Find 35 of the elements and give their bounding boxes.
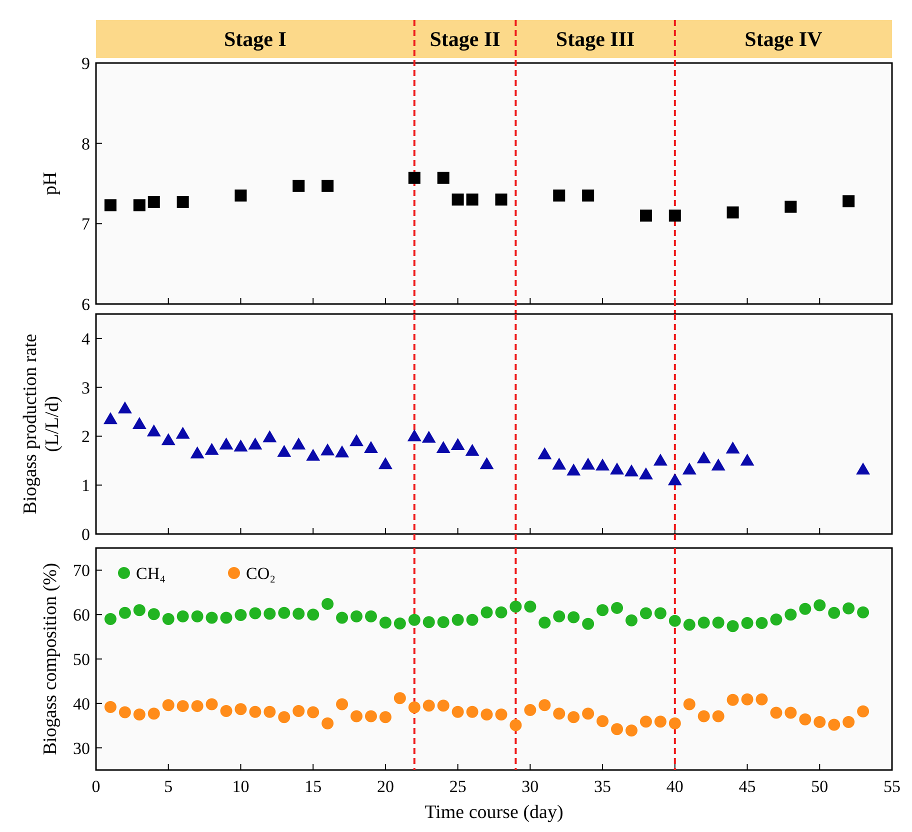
legend-label: CO₂ [246,564,276,583]
y-tick-label: 7 [82,214,90,234]
x-tick-label: 35 [594,777,612,796]
x-tick-label: 40 [666,777,684,796]
y-tick-label: 4 [82,329,90,348]
x-tick-label: 10 [232,777,250,796]
y-axis-title: pH [40,172,61,196]
y-axis-title: Biogass composition (%) [40,562,61,756]
x-tick-label: 15 [304,777,322,796]
y-tick-label: 40 [73,694,90,714]
text: Stage II [430,27,500,51]
x-axis-title: Time course (day) [424,802,564,823]
text: Stage III [556,27,635,51]
x-tick-label: 20 [376,777,394,796]
legend-label: CH₄ [136,564,166,583]
y-tick-label: 30 [73,738,90,758]
y-tick-label: 50 [73,650,90,669]
y-tick-label: 70 [73,561,90,580]
y-tick-label: 0 [82,525,90,544]
y-tick-label: 6 [82,295,90,314]
y-tick-label: 60 [73,606,90,625]
x-tick-label: 55 [884,777,900,796]
y-tick-label: 8 [82,134,90,154]
text: Stage I [224,27,286,51]
y-tick-label: 1 [82,476,90,496]
text: Stage IV [744,27,822,51]
x-tick-label: 5 [164,777,173,796]
x-tick-label: 30 [522,777,539,796]
y-axis-title: Biogass production rate (L/L/d) [20,334,63,514]
y-tick-label: 2 [82,427,90,446]
x-tick-label: 50 [811,777,828,796]
x-tick-label: 25 [449,777,466,796]
x-tick-label: 45 [738,777,756,796]
y-tick-label: 3 [82,378,90,398]
y-tick-label: 9 [82,54,90,73]
